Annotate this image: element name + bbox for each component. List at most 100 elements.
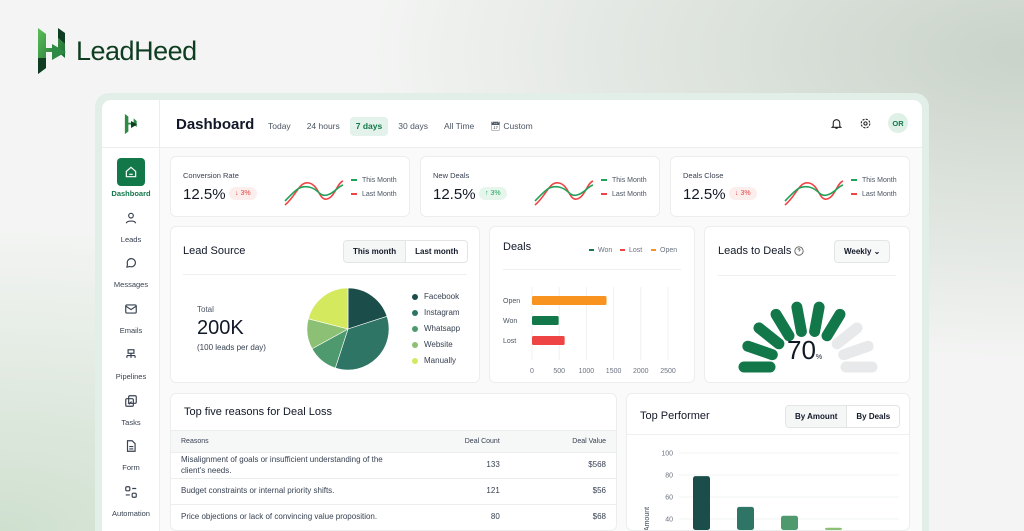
tasks-icon (125, 394, 137, 407)
calendar-icon: 📅︎ (490, 121, 504, 131)
y-tick-label: 80 (665, 473, 673, 480)
arrow-down-icon: ↓ (735, 190, 739, 197)
total-subtitle: (100 leads per day) (197, 343, 266, 352)
stat-value: 12.5% (183, 186, 226, 203)
x-tick-label: 1000 (579, 368, 595, 375)
filter-24-hours[interactable]: 24 hours (306, 121, 340, 131)
deal-count-cell: 80 (401, 504, 510, 530)
legend-last-month: Last Month (351, 191, 397, 198)
stat-card: New Deals 12.5% ↑ 3% This Month Last Mon… (420, 156, 660, 217)
bell-icon[interactable] (830, 117, 843, 130)
gauge-segment (821, 308, 846, 342)
sidebar-item-messages[interactable]: Messages (102, 249, 160, 289)
stat-value: 12.5% (433, 186, 476, 203)
bar-lost[interactable] (532, 336, 565, 345)
header: Dashboard Today 24 hours 7 days 30 days All … (160, 100, 922, 148)
leadheed-logo-icon (38, 28, 66, 74)
y-label-won: Won (503, 318, 517, 325)
chat-icon (126, 258, 136, 269)
legend-website: Website (412, 340, 453, 349)
gauge-segment (770, 308, 795, 342)
arrow-down-icon: ↓ (235, 190, 239, 197)
legend-this-month: This Month (601, 177, 647, 184)
period-value: Weekly (844, 247, 872, 256)
gauge-segment (838, 340, 874, 361)
y-tick-label: 60 (665, 495, 673, 502)
loss-reasons-title: Top five reasons for Deal Loss (184, 406, 332, 418)
date-filters: Today 24 hours 7 days 30 days All Time 📅︎ Cus… (262, 117, 539, 136)
x-tick-label: 2000 (633, 368, 649, 375)
total-label: Total (197, 305, 214, 314)
period-dropdown[interactable]: Weekly ⌄ (834, 240, 891, 263)
page-title: Dashboard (176, 116, 255, 133)
sidebar: Dashboard Leads Messages Emails Pipelines Tas… (102, 100, 160, 531)
gauge-segment (831, 322, 863, 350)
pie-slice-facebook[interactable] (347, 287, 388, 330)
change-badge: ↓ 3% (729, 187, 757, 200)
sidebar-item-label: Pipelines (115, 371, 147, 381)
stat-value: 12.5% (683, 186, 726, 203)
app-logo-icon (124, 113, 137, 134)
user-icon (125, 212, 137, 224)
reason-cell: Price objections or lack of convincing v… (171, 504, 401, 530)
filter-7-days[interactable]: 7 days (349, 117, 389, 136)
col-deal-count: Deal Count (401, 430, 510, 453)
performer-bar[interactable] (825, 527, 842, 530)
sidebar-item-label: Leads (120, 234, 142, 244)
x-tick-label: 1500 (606, 368, 622, 375)
y-label-open: Open (503, 298, 520, 305)
x-tick-label: 0 (530, 368, 534, 375)
sparkline (784, 180, 844, 206)
gauge-segment (753, 322, 785, 350)
sidebar-item-dashboard[interactable]: Dashboard (102, 158, 160, 198)
deal-count-cell: 133 (401, 452, 510, 479)
performer-bar[interactable] (781, 515, 798, 530)
sidebar-item-form[interactable]: Form (102, 432, 160, 472)
reason-cell: Budget constraints or internal priority … (171, 478, 401, 505)
sidebar-item-pipelines[interactable]: Pipelines (102, 341, 160, 381)
gauge-segment (742, 340, 778, 361)
pie-slice-manually[interactable] (307, 287, 349, 330)
performer-bar[interactable] (737, 506, 754, 530)
gear-icon[interactable] (859, 117, 872, 130)
sidebar-item-automation[interactable]: Automation (102, 478, 160, 518)
legend-open: Open (651, 247, 677, 254)
sidebar-item-tasks[interactable]: Tasks (102, 387, 160, 427)
lead-source-card: Lead Source This month Last month Total … (170, 226, 480, 383)
gauge-segment (791, 301, 807, 337)
sidebar-item-label: Automation (112, 508, 150, 518)
legend-won: Won (589, 247, 612, 254)
help-icon[interactable] (794, 246, 804, 256)
top-performer-card: Top Performer By Amount By Deals 40 60 80 1… (626, 393, 910, 531)
reason-cell: Misalignment of goals or insufficient un… (171, 452, 401, 479)
home-icon (125, 166, 137, 178)
legend-lost: Lost (620, 247, 642, 254)
filter-today[interactable]: Today (268, 121, 291, 131)
filter-30-days[interactable]: 30 days (398, 121, 429, 131)
top-performer-chart: 40 60 80 100 Amount (644, 451, 899, 530)
filter-custom[interactable]: 📅︎ Custom (490, 121, 533, 131)
top-performer-title: Top Performer (640, 410, 710, 422)
table-row: Price objections or lack of convincing v… (171, 504, 616, 530)
y-tick-label: 100 (661, 451, 673, 458)
sidebar-item-leads[interactable]: Leads (102, 204, 160, 244)
performer-bar[interactable] (693, 476, 710, 530)
tab-this-month[interactable]: This month (344, 241, 407, 262)
tab-by-amount[interactable]: By Amount (786, 406, 848, 427)
mail-icon (125, 304, 137, 314)
bar-open[interactable] (532, 296, 607, 305)
table-row: Misalignment of goals or insufficient un… (171, 452, 616, 479)
tab-by-deals[interactable]: By Deals (856, 412, 891, 421)
avatar[interactable]: OR (888, 113, 908, 133)
filter-all-time[interactable]: All Time (444, 121, 475, 131)
legend-manually: Manually (412, 356, 456, 365)
bar-won[interactable] (532, 316, 559, 325)
pie-slice-instagram[interactable] (334, 315, 390, 371)
leads-to-deals-card: Leads to Deals Weekly ⌄ 70% (704, 226, 910, 383)
change-badge: ↑ 3% (479, 187, 507, 200)
sidebar-item-emails[interactable]: Emails (102, 295, 160, 335)
legend-whatsapp: Whatsapp (412, 324, 460, 333)
y-axis-label: Amount (644, 507, 651, 530)
deals-bar-chart: 0 500 1000 1500 2000 2500 Open Won Lost (503, 287, 676, 375)
tab-last-month[interactable]: Last month (415, 247, 459, 256)
